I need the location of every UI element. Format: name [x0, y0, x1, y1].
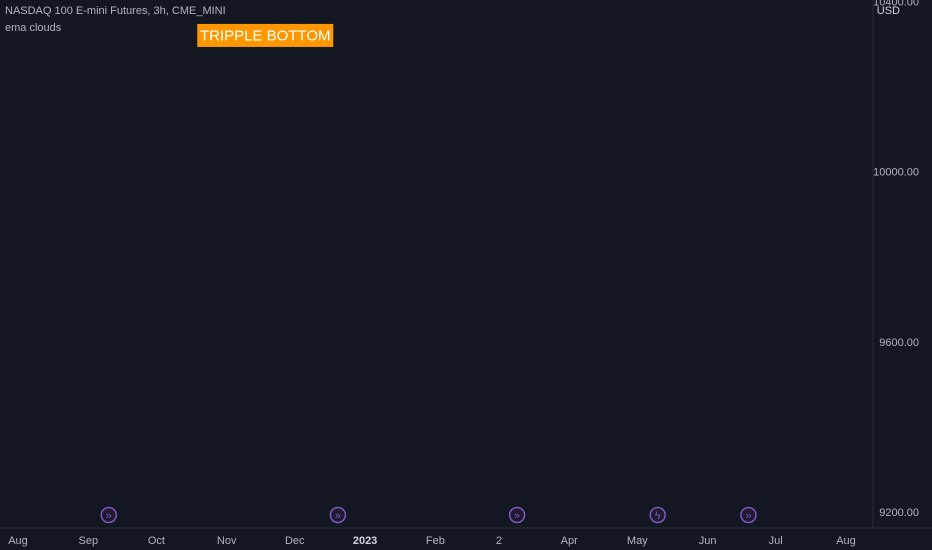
x-tick-label: Nov [217, 535, 237, 547]
chart-symbol-title: NASDAQ 100 E-mini Futures, 3h, CME_MINI [5, 5, 226, 17]
event-icon-glyph: » [335, 510, 341, 522]
event-icon[interactable] [508, 506, 526, 524]
indicator-label[interactable]: ema clouds [5, 22, 62, 34]
event-icon[interactable] [100, 506, 117, 524]
y-tick-label: 10000.00 [873, 167, 919, 179]
event-icon[interactable] [649, 506, 666, 524]
event-icon-glyph: ϟ [655, 510, 661, 522]
x-tick-label: Aug [8, 535, 28, 547]
x-tick-label: Jun [699, 535, 717, 547]
annotation-label: TRIPPLE BOTTOM [200, 28, 331, 45]
event-icon[interactable] [329, 506, 347, 524]
x-tick-label: 2023 [353, 535, 377, 547]
x-tick-label: Apr [561, 535, 578, 547]
event-icon-glyph: » [514, 510, 520, 522]
x-tick-label: 2 [496, 535, 502, 547]
currency-label[interactable]: USD [876, 5, 900, 17]
x-tick-label: Aug [836, 535, 856, 547]
event-icon[interactable] [740, 506, 757, 524]
y-tick-label: 9200.00 [879, 507, 919, 519]
x-tick-label: Sep [79, 535, 99, 547]
y-tick-label: 10400.00 [873, 0, 919, 8]
annotation-box [197, 23, 334, 47]
event-icon-glyph: » [745, 510, 751, 522]
event-icon-glyph: » [106, 510, 112, 522]
x-tick-label: Jul [769, 535, 783, 547]
x-tick-label: May [627, 535, 648, 547]
x-tick-label: Oct [148, 535, 165, 547]
x-tick-label: Dec [285, 535, 305, 547]
y-tick-label: 9600.00 [879, 337, 919, 349]
x-tick-label: Feb [426, 535, 445, 547]
